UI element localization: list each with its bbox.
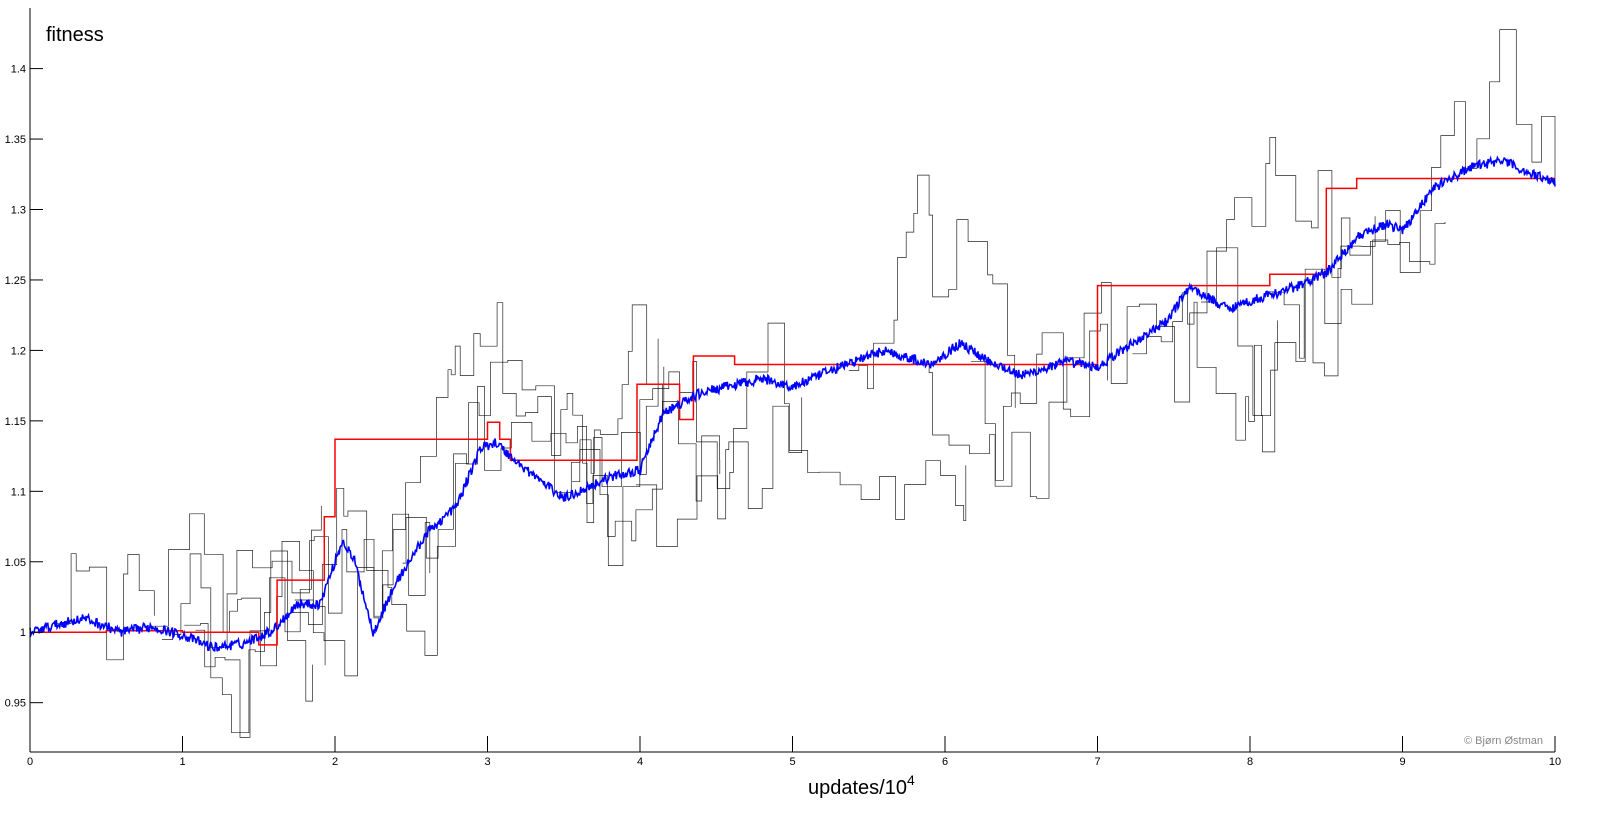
x-tick-label: 0 (27, 756, 33, 768)
x-axis-title-exponent: 4 (907, 772, 915, 788)
y-tick-label: 1.1 (11, 486, 26, 498)
x-axis-title: updates/104 (808, 772, 915, 799)
x-tick-label: 8 (1247, 756, 1253, 768)
population-line (911, 137, 1376, 499)
population-line (151, 513, 326, 667)
credit-text: © Bjørn Østman (1464, 735, 1543, 747)
lineage-step-line (30, 177, 1555, 646)
population-line (56, 553, 155, 661)
population-line (1201, 221, 1446, 453)
y-tick-label: 1 (20, 627, 26, 639)
x-tick-label: 5 (789, 756, 795, 768)
y-axis-title: fitness (46, 24, 104, 46)
y-tick-label: 1.35 (5, 134, 26, 146)
x-tick-label: 6 (942, 756, 948, 768)
y-tick-label: 1.4 (11, 64, 26, 76)
y-tick-label: 1.2 (11, 345, 26, 357)
mean-fitness-line (29, 155, 1556, 652)
x-tick-label: 7 (1094, 756, 1100, 768)
x-tick-label: 2 (332, 756, 338, 768)
population-line (848, 174, 1016, 408)
y-tick-label: 1.25 (5, 275, 26, 287)
population-line (184, 513, 431, 648)
x-tick-label: 3 (484, 756, 490, 768)
x-tick-label: 4 (637, 756, 643, 768)
x-axis-title-base: updates/10 (808, 777, 907, 799)
y-ticks: 0.95 1 1.05 1.1 1.15 1.2 1.25 1.3 1.35 1.4 (5, 64, 43, 710)
population-line (1265, 29, 1556, 377)
x-tick-label: 10 (1549, 756, 1561, 768)
population-lines (56, 29, 1556, 738)
population-line (635, 397, 803, 547)
population-line (290, 304, 665, 656)
series-layer (29, 155, 1556, 652)
population-line (402, 386, 721, 564)
y-tick-label: 1.3 (11, 205, 26, 217)
y-tick-label: 1.05 (5, 557, 26, 569)
y-tick-label: 1.15 (5, 416, 26, 428)
population-line (162, 550, 313, 734)
population-line (572, 322, 967, 566)
population-line (294, 302, 659, 677)
population-line (1132, 292, 1278, 441)
x-tick-label: 1 (179, 756, 185, 768)
population-line (195, 505, 322, 738)
y-tick-label: 0.95 (5, 698, 26, 710)
x-tick-label: 9 (1399, 756, 1405, 768)
x-ticks: 0 1 2 3 4 5 6 7 8 9 10 (27, 736, 1561, 768)
